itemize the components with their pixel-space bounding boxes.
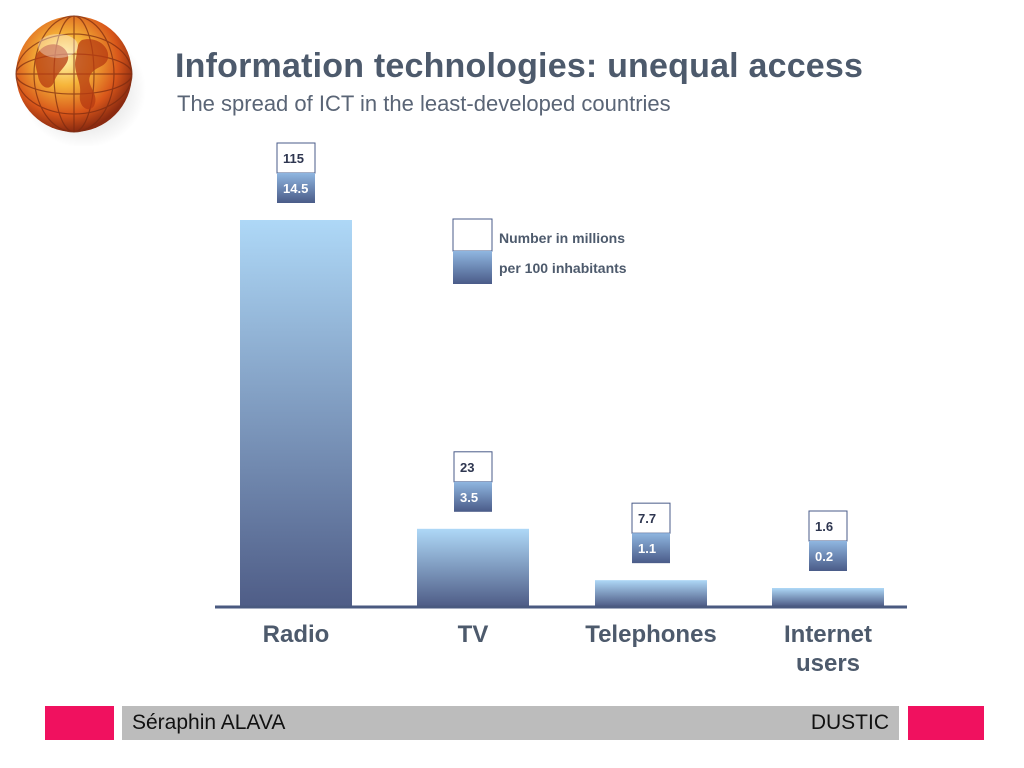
footer-org: DUSTIC xyxy=(810,711,889,734)
legend-label-per100: per 100 inhabitants xyxy=(499,260,627,276)
value-box-millions-1 xyxy=(453,451,493,483)
page-subtitle: The spread of ICT in the least-developed… xyxy=(177,91,671,116)
category-label-2: Telephones xyxy=(585,621,717,648)
value-box-millions-2 xyxy=(631,502,671,534)
value-box-per100-1 xyxy=(454,481,492,512)
bar-3 xyxy=(772,588,884,606)
data-label-millions-3: 1.6 xyxy=(815,519,833,534)
globe-icon xyxy=(10,10,146,148)
bar-0 xyxy=(240,220,352,606)
data-label-per100-1: 3.5 xyxy=(460,490,478,505)
category-label-3: Internet xyxy=(784,621,872,648)
legend-swatch-per100 xyxy=(453,251,492,284)
value-box-per100-2 xyxy=(632,533,670,564)
value-box-per100-0 xyxy=(277,173,315,203)
legend-swatch-millions xyxy=(452,218,493,252)
category-label-3: users xyxy=(796,650,860,677)
bar-chart: 115 14.5 Radio 23 3.5 TV 7.7 1.1 Telephones 1.6 0.… xyxy=(215,142,907,677)
page-title: Information technologies: unequal access xyxy=(175,47,864,85)
footer-accent-right xyxy=(908,706,984,740)
category-label-1: TV xyxy=(458,621,489,648)
footer-bar: Séraphin ALAVA DUSTIC xyxy=(122,706,899,740)
data-label-per100-0: 14.5 xyxy=(283,181,308,196)
bar-1 xyxy=(417,528,529,606)
bar-2 xyxy=(595,580,707,606)
footer-author: Séraphin ALAVA xyxy=(132,711,286,734)
data-label-per100-2: 1.1 xyxy=(638,541,656,556)
footer-accent-left xyxy=(45,706,114,740)
legend-label-millions: Number in millions xyxy=(499,230,625,246)
data-label-millions-0: 115 xyxy=(283,151,304,166)
value-box-per100-3 xyxy=(809,541,847,571)
data-label-millions-2: 7.7 xyxy=(638,511,656,526)
data-label-per100-3: 0.2 xyxy=(815,549,833,564)
category-label-0: Radio xyxy=(263,621,330,648)
data-label-millions-1: 23 xyxy=(460,460,474,475)
